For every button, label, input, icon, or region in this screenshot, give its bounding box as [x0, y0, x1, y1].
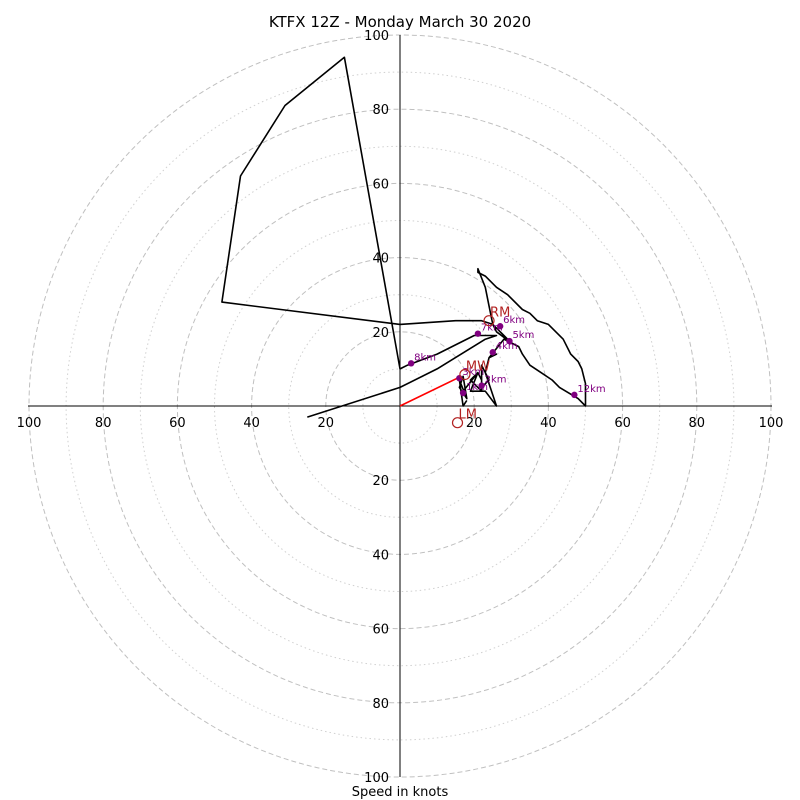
- height-point: [506, 337, 513, 345]
- x-tick-labels: 100 80 60 40 20 20 40 60 80 100: [17, 416, 784, 431]
- y-tick-label: 80: [372, 697, 389, 712]
- height-label: 7km: [481, 323, 503, 334]
- y-tick-label: 20: [372, 474, 389, 489]
- height-point: [571, 391, 578, 399]
- motion-label: RM: [490, 306, 510, 321]
- y-tick-label: 100: [364, 771, 389, 786]
- x-tick-label: 80: [689, 416, 706, 431]
- motion-label: MW: [466, 359, 490, 374]
- x-tick-label: 60: [169, 416, 186, 431]
- height-label: 12km: [577, 384, 605, 395]
- y-tick-label: 60: [372, 623, 389, 638]
- x-tick-label: 40: [243, 416, 260, 431]
- chart-title: KTFX 12Z - Monday March 30 2020: [269, 13, 531, 31]
- x-tick-label: 100: [17, 416, 42, 431]
- motion-marker: [483, 315, 495, 327]
- y-tick-label: 80: [372, 103, 389, 118]
- storm-motion-markers: RM MW LM: [451, 306, 510, 429]
- x-tick-label: 100: [759, 416, 784, 431]
- height-label: 4km: [496, 341, 518, 352]
- x-tick-label: 20: [466, 416, 483, 431]
- hodograph-trace: [221, 56, 587, 418]
- motion-marker: [459, 368, 471, 381]
- x-tick-label: 80: [95, 416, 112, 431]
- height-label: 6km: [503, 315, 525, 326]
- height-point: [407, 360, 415, 367]
- height-point: [489, 349, 496, 356]
- motion-marker: [451, 417, 464, 429]
- hodograph-line: [221, 56, 587, 418]
- height-point: [459, 389, 467, 397]
- height-label: 8km: [414, 352, 436, 363]
- x-tick-label: 60: [614, 416, 631, 431]
- height-point: [496, 323, 504, 330]
- mean-wind-vector-group: [399, 375, 462, 407]
- motion-label: LM: [459, 408, 477, 423]
- height-label: 2km: [485, 375, 507, 386]
- y-tick-label: 100: [364, 29, 389, 44]
- x-tick-label: 20: [318, 416, 335, 431]
- height-point: [474, 330, 482, 337]
- height-label: 3km: [462, 367, 484, 378]
- y-tick-label: 40: [372, 548, 389, 563]
- y-tick-label: 20: [372, 326, 389, 341]
- height-label: 1km: [466, 382, 488, 393]
- height-point: [478, 382, 485, 389]
- y-tick-label: 60: [372, 177, 389, 192]
- mean-wind-vector: [399, 375, 462, 407]
- height-label: 5km: [512, 330, 534, 341]
- x-tick-label: 40: [540, 416, 557, 431]
- x-axis-label: Speed in knots: [352, 785, 449, 800]
